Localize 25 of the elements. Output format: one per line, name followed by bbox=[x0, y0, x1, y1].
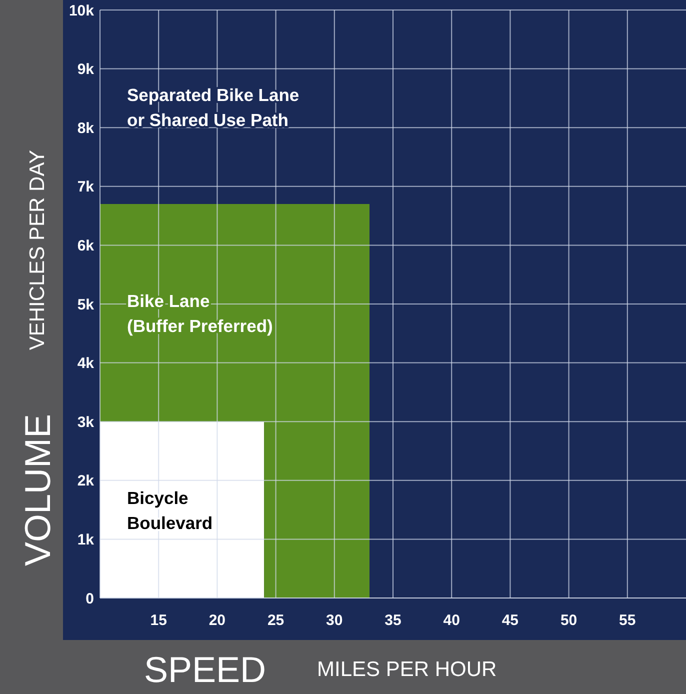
y-tick-label: 4k bbox=[77, 355, 95, 372]
text: VEHICLES PER DAY bbox=[26, 150, 49, 350]
y-tick-label: 9k bbox=[77, 61, 95, 78]
x-tick-label: 45 bbox=[502, 612, 519, 629]
y-axis-title: VOLUME bbox=[17, 414, 58, 566]
x-tick-label: 15 bbox=[150, 612, 167, 629]
y-tick-label: 7k bbox=[77, 178, 95, 196]
series-label: Bicycle Boulevard bbox=[127, 488, 213, 533]
x-tick-label: 25 bbox=[267, 612, 284, 629]
y-tick-label: 5k bbox=[77, 296, 95, 314]
x-tick-label: 30 bbox=[326, 612, 343, 629]
y-tick-label: 1k bbox=[77, 531, 95, 548]
x-tick-label: 40 bbox=[443, 612, 460, 629]
y-tick-label: 3k bbox=[77, 414, 95, 431]
x-tick-label: 35 bbox=[384, 612, 402, 629]
y-tick-label: 6k bbox=[77, 237, 95, 254]
x-tick-label: 55 bbox=[619, 612, 636, 629]
y-tick-label: 8k bbox=[77, 120, 95, 137]
x-tick-label: 50 bbox=[560, 612, 578, 629]
y-tick-label: 0 bbox=[86, 590, 94, 608]
x-tick-label: 20 bbox=[208, 612, 226, 629]
x-axis-title: SPEED bbox=[144, 649, 266, 690]
y-tick-label: 10k bbox=[68, 2, 95, 20]
y-tick-label: 2k bbox=[77, 472, 95, 490]
text: MILES PER HOUR bbox=[317, 658, 497, 681]
